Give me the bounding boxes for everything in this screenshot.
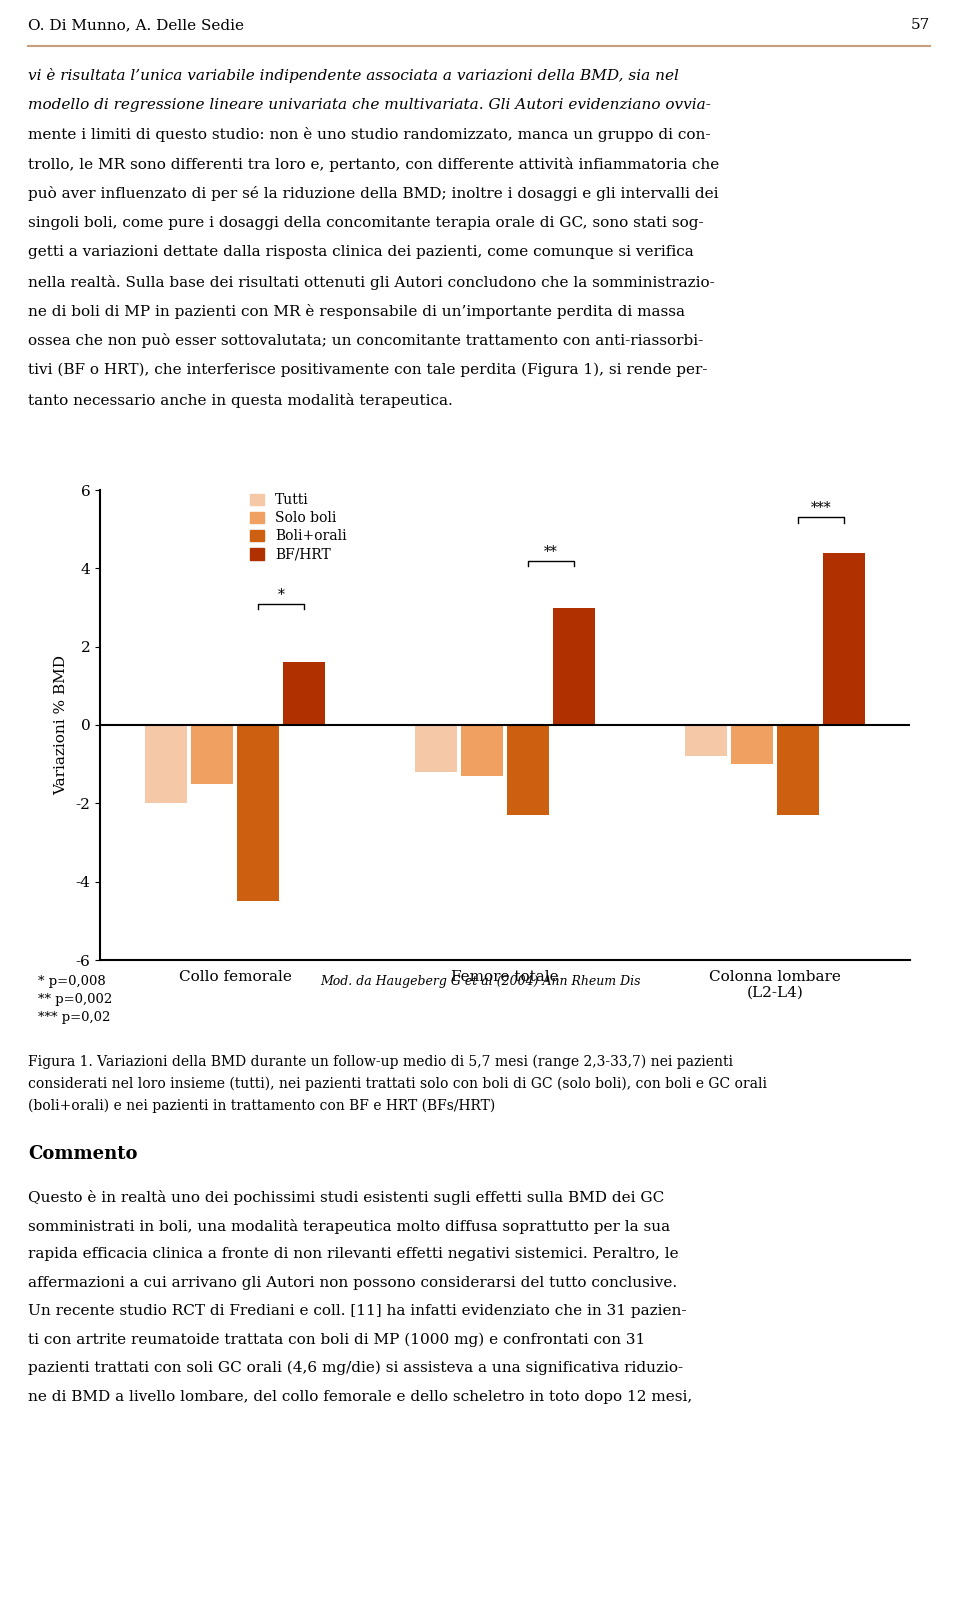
Text: rapida efficacia clinica a fronte di non rilevanti effetti negativi sistemici. P: rapida efficacia clinica a fronte di non… <box>28 1246 679 1261</box>
Bar <box>731 725 773 764</box>
Text: ne di boli di MP in pazienti con MR è responsabile di un’importante perdita di m: ne di boli di MP in pazienti con MR è re… <box>28 304 685 320</box>
Text: affermazioni a cui arrivano gli Autori non possono considerarsi del tutto conclu: affermazioni a cui arrivano gli Autori n… <box>28 1276 677 1290</box>
Text: Figura 1. Variazioni della BMD durante un follow-up medio di 5,7 mesi (range 2,3: Figura 1. Variazioni della BMD durante u… <box>28 1055 733 1070</box>
Text: O. Di Munno, A. Delle Sedie: O. Di Munno, A. Delle Sedie <box>28 18 244 32</box>
Text: ***: *** <box>810 502 831 516</box>
Text: considerati nel loro insieme (tutti), nei pazienti trattati solo con boli di GC : considerati nel loro insieme (tutti), ne… <box>28 1078 767 1091</box>
Bar <box>237 725 279 901</box>
Text: Un recente studio RCT di Frediani e coll. [11] ha infatti evidenziato che in 31 : Un recente studio RCT di Frediani e coll… <box>28 1303 686 1318</box>
Text: somministrati in boli, una modalità terapeutica molto diffusa soprattutto per la: somministrati in boli, una modalità tera… <box>28 1219 670 1233</box>
Text: tivi (BF o HRT), che interferisce positivamente con tale perdita (Figura 1), si : tivi (BF o HRT), che interferisce positi… <box>28 364 708 378</box>
Bar <box>145 725 187 803</box>
Text: pazienti trattati con soli GC orali (4,6 mg/die) si assisteva a una significativ: pazienti trattati con soli GC orali (4,6… <box>28 1362 684 1375</box>
Bar <box>777 725 819 815</box>
Text: getti a variazioni dettate dalla risposta clinica dei pazienti, come comunque si: getti a variazioni dettate dalla rispost… <box>28 245 694 260</box>
Text: ** p=0,002: ** p=0,002 <box>37 993 112 1006</box>
Text: **: ** <box>544 545 558 558</box>
Y-axis label: Variazioni % BMD: Variazioni % BMD <box>55 656 68 795</box>
Text: Questo è in realtà uno dei pochissimi studi esistenti sugli effetti sulla BMD de: Questo è in realtà uno dei pochissimi st… <box>28 1190 664 1204</box>
Text: nella realtà. Sulla base dei risultati ottenuti gli Autori concludono che la som: nella realtà. Sulla base dei risultati o… <box>28 274 715 289</box>
Text: ti con artrite reumatoide trattata con boli di MP (1000 mg) e confrontati con 31: ti con artrite reumatoide trattata con b… <box>28 1332 645 1347</box>
Text: mente i limiti di questo studio: non è uno studio randomizzato, manca un gruppo : mente i limiti di questo studio: non è u… <box>28 127 710 141</box>
Bar <box>685 725 728 756</box>
Text: può aver influenzato di per sé la riduzione della BMD; inoltre i dosaggi e gli i: può aver influenzato di per sé la riduzi… <box>28 187 718 201</box>
Bar <box>415 725 457 773</box>
Text: ne di BMD a livello lombare, del collo femorale e dello scheletro in toto dopo 1: ne di BMD a livello lombare, del collo f… <box>28 1389 692 1404</box>
Text: ossea che non può esser sottovalutata; un concomitante trattamento con anti-rias: ossea che non può esser sottovalutata; u… <box>28 333 704 349</box>
Bar <box>191 725 233 784</box>
Text: modello di regressione lineare univariata che multivariata. Gli Autori evidenzia: modello di regressione lineare univariat… <box>28 97 710 112</box>
Text: (boli+orali) e nei pazienti in trattamento con BF e HRT (BFs/HRT): (boli+orali) e nei pazienti in trattamen… <box>28 1099 495 1113</box>
Bar <box>283 662 325 725</box>
Text: trollo, le MR sono differenti tra loro e, pertanto, con differente attività infi: trollo, le MR sono differenti tra loro e… <box>28 156 719 172</box>
Text: *: * <box>277 588 284 602</box>
Bar <box>823 553 865 725</box>
Legend: Tutti, Solo boli, Boli+orali, BF/HRT: Tutti, Solo boli, Boli+orali, BF/HRT <box>245 487 352 566</box>
Text: tanto necessario anche in questa modalità terapeutica.: tanto necessario anche in questa modalit… <box>28 393 453 407</box>
Text: Mod. da Haugeberg G et al (2004) Ann Rheum Dis: Mod. da Haugeberg G et al (2004) Ann Rhe… <box>320 975 640 988</box>
Text: Commento: Commento <box>28 1144 137 1164</box>
Text: 57: 57 <box>911 18 930 32</box>
Bar <box>553 607 595 725</box>
Text: * p=0,008: * p=0,008 <box>37 975 106 988</box>
Text: vi è risultata l’unica variabile indipendente associata a variazioni della BMD, : vi è risultata l’unica variabile indipen… <box>28 68 679 83</box>
Text: singoli boli, come pure i dosaggi della concomitante terapia orale di GC, sono s: singoli boli, come pure i dosaggi della … <box>28 216 704 229</box>
Text: *** p=0,02: *** p=0,02 <box>37 1011 110 1024</box>
Bar <box>507 725 549 815</box>
Bar <box>461 725 503 776</box>
